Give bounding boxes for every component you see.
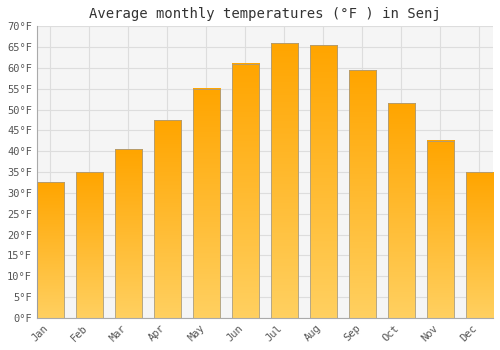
Bar	[37, 182, 64, 318]
Bar	[466, 172, 493, 318]
Bar	[349, 70, 376, 318]
Bar	[427, 141, 454, 318]
Bar	[388, 103, 415, 318]
Bar	[310, 45, 337, 318]
Bar	[76, 172, 103, 318]
Bar	[232, 64, 259, 318]
Bar	[193, 89, 220, 318]
Bar	[232, 64, 259, 318]
Bar	[115, 149, 142, 318]
Bar	[388, 103, 415, 318]
Bar	[76, 172, 103, 318]
Bar	[37, 182, 64, 318]
Bar	[349, 70, 376, 318]
Bar	[115, 149, 142, 318]
Bar	[154, 120, 181, 318]
Bar	[154, 120, 181, 318]
Bar	[271, 43, 298, 318]
Bar	[466, 172, 493, 318]
Bar	[310, 45, 337, 318]
Bar	[427, 141, 454, 318]
Bar	[193, 89, 220, 318]
Title: Average monthly temperatures (°F ) in Senj: Average monthly temperatures (°F ) in Se…	[89, 7, 441, 21]
Bar	[271, 43, 298, 318]
